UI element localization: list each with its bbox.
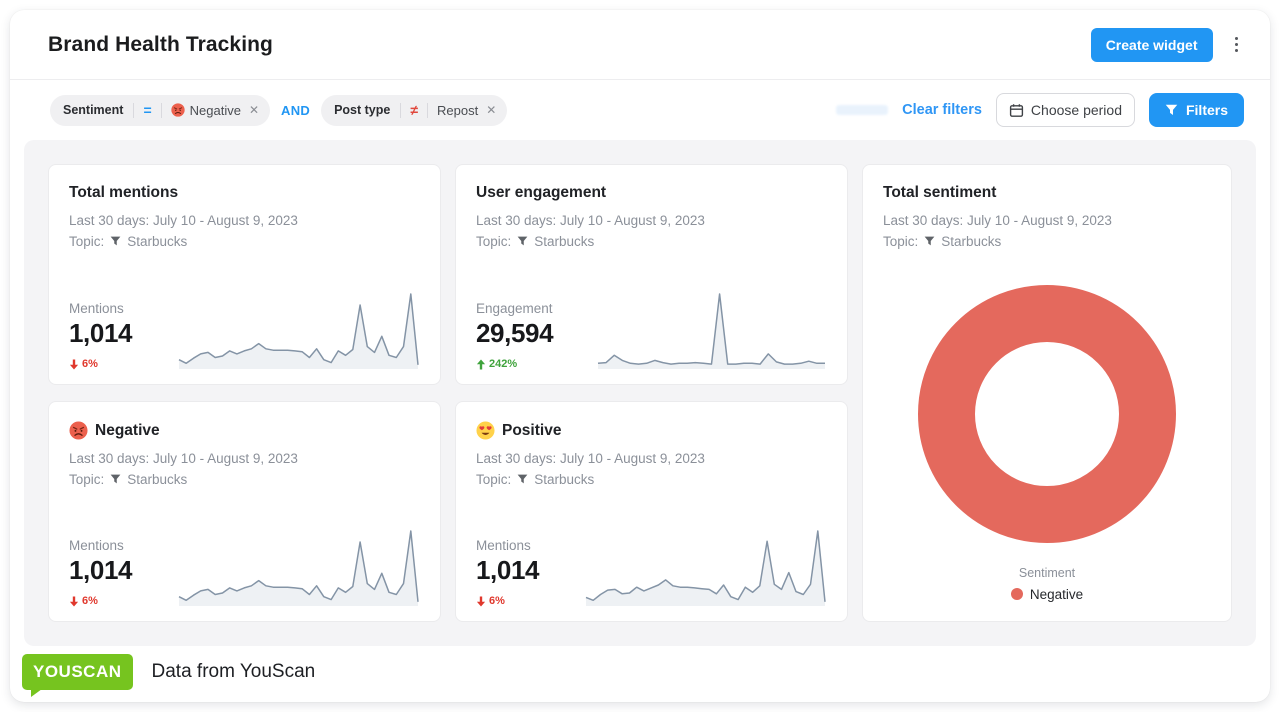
sentiment-donut-chart (918, 285, 1176, 544)
metric-value: 1,014 (476, 555, 540, 585)
topic-funnel-icon (517, 474, 528, 485)
equals-operator: = (143, 102, 152, 118)
widget-title: Positive (502, 421, 562, 439)
total-mentions-sparkline (178, 293, 419, 369)
widget-title: Total mentions (69, 184, 179, 201)
filter-field-label: Post type (334, 103, 391, 117)
widget-positive[interactable]: Positive Last 30 days: July 10 - August … (455, 401, 848, 622)
arrow-down-icon (69, 359, 79, 370)
widget-title: Negative (95, 421, 160, 439)
widget-total-sentiment[interactable]: Total sentiment Last 30 days: July 10 - … (862, 164, 1232, 622)
negative-mentions-sparkline (178, 530, 419, 606)
widget-user-engagement[interactable]: User engagement Last 30 days: July 10 - … (455, 164, 848, 385)
topic-label: Topic: (476, 471, 512, 487)
legend-item-negative: Negative (1010, 586, 1084, 602)
widget-period: Last 30 days: July 10 - August 9, 2023 (476, 451, 705, 466)
clear-filters-link[interactable]: Clear filters (902, 102, 982, 118)
positive-mentions-sparkline (585, 530, 826, 606)
widget-title: Total sentiment (883, 184, 997, 201)
heart-eyes-emoji-icon (476, 421, 495, 440)
metric-value: 1,014 (69, 318, 133, 348)
funnel-icon (1165, 104, 1178, 117)
more-options-kebab-icon[interactable] (1229, 31, 1245, 59)
user-engagement-sparkline (597, 293, 825, 369)
delta-value: 242% (489, 358, 518, 370)
topic-label: Topic: (69, 471, 105, 487)
metric-value: 1,014 (69, 555, 133, 585)
filter-chip-sentiment[interactable]: Sentiment = Negative ✕ (50, 94, 270, 126)
not-equals-operator: ≠ (410, 102, 419, 118)
legend-label: Negative (1029, 586, 1084, 602)
widget-period: Last 30 days: July 10 - August 9, 2023 (69, 451, 298, 466)
footer-caption: Data from YouScan (151, 661, 316, 682)
filters-button[interactable]: Filters (1148, 93, 1244, 127)
arrow-up-icon (476, 359, 486, 370)
metric-value: 29,594 (476, 318, 554, 348)
filter-value-label: Repost (437, 102, 479, 118)
create-widget-button[interactable]: Create widget (1090, 27, 1213, 62)
topic-funnel-icon (110, 236, 121, 247)
metric-label: Mentions (69, 301, 124, 316)
footer: YOUSCAN Data from YouScan (10, 646, 1270, 702)
faded-text-artifact (836, 105, 889, 115)
choose-period-label: Choose period (1030, 102, 1122, 118)
choose-period-button[interactable]: Choose period (995, 93, 1135, 127)
filters-label: Filters (1185, 102, 1228, 118)
filter-value-label: Negative (189, 102, 241, 118)
topic-funnel-icon (517, 236, 528, 247)
arrow-down-icon (476, 596, 486, 607)
legend-title: Sentiment (1018, 565, 1076, 580)
widget-period: Last 30 days: July 10 - August 9, 2023 (883, 213, 1112, 228)
topic-label: Topic: (69, 233, 105, 249)
topic-label: Topic: (883, 233, 919, 249)
topic-value: Starbucks (941, 233, 1002, 249)
widget-title: User engagement (476, 184, 607, 201)
metric-label: Mentions (476, 538, 531, 553)
metric-label: Mentions (69, 538, 124, 553)
conjunction-label: AND (281, 102, 311, 118)
delta-value: 6% (82, 595, 98, 607)
widget-grid: Total mentions Last 30 days: July 10 - A… (24, 140, 1256, 646)
legend-dot-icon (1010, 588, 1023, 600)
topic-label: Topic: (476, 233, 512, 249)
page-header: Brand Health Tracking Create widget (10, 10, 1270, 80)
dashboard-window: Brand Health Tracking Create widget Sent… (10, 10, 1270, 702)
delta-value: 6% (82, 358, 98, 370)
filter-bar: Sentiment = Negative ✕ AND Post type ≠ (10, 80, 1270, 140)
topic-value: Starbucks (534, 471, 595, 487)
arrow-down-icon (69, 596, 79, 607)
angry-face-emoji-icon (170, 103, 185, 117)
calendar-icon (1009, 103, 1024, 118)
filter-chip-post-type[interactable]: Post type ≠ Repost ✕ (321, 94, 508, 126)
remove-filter-icon[interactable]: ✕ (248, 103, 259, 117)
topic-value: Starbucks (127, 233, 188, 249)
youscan-logo: YOUSCAN (22, 654, 133, 697)
filter-field-label: Sentiment (63, 103, 124, 117)
widget-total-mentions[interactable]: Total mentions Last 30 days: July 10 - A… (48, 164, 441, 385)
remove-filter-icon[interactable]: ✕ (486, 103, 497, 117)
topic-funnel-icon (924, 236, 935, 247)
topic-funnel-icon (110, 474, 121, 485)
create-widget-label: Create widget (1105, 36, 1198, 53)
delta-value: 6% (489, 595, 505, 607)
topic-value: Starbucks (534, 233, 595, 249)
angry-face-emoji-icon (69, 421, 88, 440)
widget-period: Last 30 days: July 10 - August 9, 2023 (69, 213, 298, 228)
widget-negative[interactable]: Negative Last 30 days: July 10 - August … (48, 401, 441, 622)
topic-value: Starbucks (127, 471, 188, 487)
page-title: Brand Health Tracking (48, 32, 273, 56)
metric-label: Engagement (476, 301, 553, 316)
widget-period: Last 30 days: July 10 - August 9, 2023 (476, 213, 705, 228)
